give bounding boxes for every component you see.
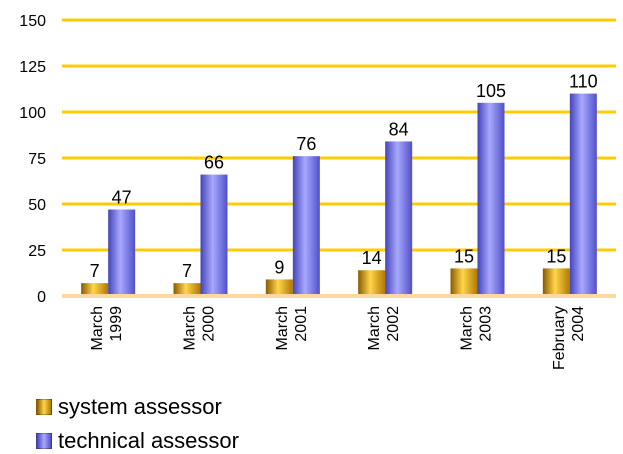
bar-technical-assessor (385, 141, 413, 296)
x-tick-label: March 1999 (89, 306, 125, 351)
x-tick-label: February 2004 (551, 306, 587, 370)
bar-technical-assessor (200, 174, 228, 296)
x-tick-label: March 2002 (366, 306, 402, 351)
legend-swatch-technical-assessor (36, 433, 52, 449)
bar-technical-assessor (569, 93, 597, 296)
data-label-technical-assessor: 84 (389, 119, 409, 139)
legend-item-system-assessor: system assessor (36, 394, 222, 420)
legend-swatch-system-assessor (36, 399, 52, 415)
data-label-system-assessor: 15 (454, 246, 474, 266)
y-tick-label: 75 (28, 151, 46, 168)
bar-technical-assessor (477, 102, 505, 296)
bar-system-assessor (265, 279, 293, 296)
bar-system-assessor (542, 268, 570, 296)
bar-system-assessor (173, 283, 201, 296)
data-label-system-assessor: 7 (90, 261, 100, 281)
legend-label-technical-assessor: technical assessor (58, 428, 239, 453)
data-label-technical-assessor: 47 (112, 188, 132, 208)
y-tick-label: 50 (28, 197, 46, 214)
bar-system-assessor (450, 268, 478, 296)
x-tick-label: March 2003 (459, 306, 495, 351)
bar-technical-assessor (108, 209, 136, 296)
legend-item-technical-assessor: technical assessor (36, 428, 239, 454)
y-tick-label: 0 (37, 289, 46, 306)
data-label-system-assessor: 9 (274, 257, 284, 277)
x-tick-label: March 2000 (182, 306, 218, 351)
data-label-technical-assessor: 110 (569, 72, 598, 92)
bar-technical-assessor (292, 156, 320, 296)
data-label-technical-assessor: 105 (476, 81, 506, 101)
data-label-technical-assessor: 66 (204, 153, 224, 173)
data-label-system-assessor: 7 (182, 261, 192, 281)
bar-system-assessor (81, 283, 109, 296)
bar-system-assessor (358, 270, 386, 296)
legend-label-system-assessor: system assessor (58, 394, 222, 419)
y-tick-label: 150 (19, 13, 46, 30)
data-label-technical-assessor: 76 (296, 134, 316, 154)
x-tick-label: March 2001 (274, 306, 310, 351)
data-label-system-assessor: 14 (362, 248, 382, 268)
y-tick-label: 125 (19, 59, 46, 76)
y-tick-label: 25 (28, 243, 46, 260)
y-tick-label: 100 (19, 105, 46, 122)
data-label-system-assessor: 15 (546, 246, 566, 266)
